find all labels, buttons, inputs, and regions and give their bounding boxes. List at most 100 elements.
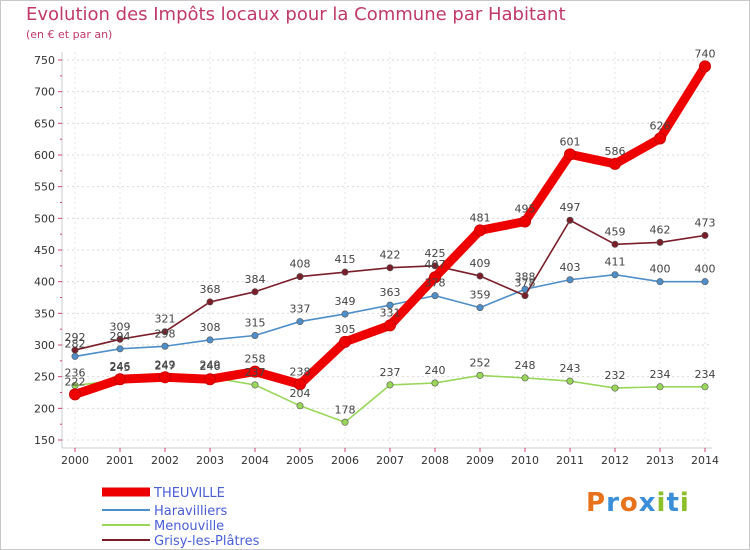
y-tick-label: 450	[34, 244, 55, 257]
data-point	[701, 278, 709, 286]
data-label: 246	[110, 360, 131, 373]
data-label: 305	[335, 323, 356, 336]
data-label: 238	[290, 365, 311, 378]
data-label: 247	[155, 360, 176, 373]
x-tick-label: 2011	[556, 454, 584, 467]
y-tick-label: 700	[34, 86, 55, 99]
data-label: 204	[290, 387, 311, 400]
data-label: 245	[110, 361, 131, 374]
data-label: 403	[560, 261, 581, 274]
data-point	[339, 335, 351, 348]
y-tick-label: 200	[34, 402, 55, 415]
data-point	[654, 132, 666, 145]
data-label: 497	[560, 201, 581, 214]
x-tick-label: 2004	[241, 454, 269, 467]
data-point	[114, 373, 126, 386]
x-tick-label: 2007	[376, 454, 404, 467]
data-label: 359	[470, 289, 491, 302]
data-label: 349	[335, 295, 356, 308]
data-point	[476, 304, 484, 312]
data-label: 234	[695, 368, 716, 381]
data-label: 237	[245, 366, 266, 379]
data-label: 337	[290, 303, 311, 316]
data-label: 331	[380, 306, 401, 319]
y-tick-label: 650	[34, 117, 55, 130]
data-point	[564, 148, 576, 161]
data-point	[611, 271, 619, 279]
data-point	[249, 365, 261, 378]
data-label: 422	[380, 249, 401, 262]
data-label: 237	[380, 366, 401, 379]
data-label: 252	[470, 356, 491, 369]
data-point	[701, 383, 709, 391]
data-point	[386, 301, 394, 309]
data-label: 408	[290, 258, 311, 271]
data-point	[701, 231, 709, 239]
data-label: 315	[245, 317, 266, 330]
logo-letter: i	[656, 488, 667, 518]
data-point	[296, 402, 304, 410]
data-label: 388	[515, 270, 536, 283]
data-point	[294, 378, 306, 391]
chart-title: Evolution des Impôts locaux pour la Comm…	[26, 4, 566, 25]
data-point	[161, 328, 169, 336]
data-point	[566, 276, 574, 284]
x-tick-label: 2001	[106, 454, 134, 467]
y-tick-label: 350	[34, 307, 55, 320]
data-label: 400	[650, 263, 671, 276]
data-label: 249	[200, 358, 221, 371]
data-label: 309	[110, 320, 131, 333]
data-label: 586	[605, 145, 626, 158]
x-tick-label: 2000	[61, 454, 89, 467]
legend-label: THEUVILLE	[153, 486, 225, 501]
data-point	[656, 383, 664, 391]
y-tick-label: 150	[34, 434, 55, 447]
data-point	[116, 335, 124, 343]
data-point	[384, 319, 396, 332]
data-label: 481	[470, 211, 491, 224]
data-point	[566, 377, 574, 385]
data-point	[611, 384, 619, 392]
data-label: 411	[605, 256, 626, 269]
data-label: 249	[155, 358, 176, 371]
data-label: 601	[560, 135, 581, 148]
data-label: 246	[200, 360, 221, 373]
logo-letter: P	[586, 488, 607, 518]
data-label: 415	[335, 253, 356, 266]
data-label: 495	[515, 203, 536, 216]
data-point	[656, 278, 664, 286]
data-label: 243	[560, 362, 581, 375]
data-label: 368	[200, 283, 221, 296]
x-tick-label: 2014	[691, 454, 719, 467]
data-point	[431, 262, 439, 270]
data-label: 363	[380, 286, 401, 299]
data-label: 236	[65, 367, 86, 380]
data-point	[431, 379, 439, 387]
data-point	[71, 346, 79, 354]
logo-letter: t	[666, 488, 680, 518]
y-tick-label: 550	[34, 181, 55, 194]
data-point	[474, 224, 486, 237]
data-label: 282	[65, 337, 86, 350]
data-label: 462	[650, 223, 671, 236]
data-label: 248	[515, 359, 536, 372]
data-label: 740	[695, 47, 716, 60]
legend-label: Haravilliers	[154, 504, 228, 519]
x-tick-label: 2002	[151, 454, 179, 467]
data-point	[476, 272, 484, 280]
data-point	[431, 292, 439, 300]
data-point	[611, 240, 619, 248]
data-label: 222	[65, 375, 86, 388]
data-label: 378	[515, 277, 536, 290]
data-label: 425	[425, 247, 446, 260]
proxiti-logo: Proxiti	[586, 488, 690, 518]
data-point	[341, 310, 349, 318]
data-point	[519, 215, 531, 228]
data-label: 294	[110, 330, 131, 343]
data-label: 232	[605, 369, 626, 382]
data-point	[159, 371, 171, 384]
data-label: 384	[245, 273, 266, 286]
legend-label: Menouville	[154, 519, 224, 534]
y-tick-label: 600	[34, 149, 55, 162]
